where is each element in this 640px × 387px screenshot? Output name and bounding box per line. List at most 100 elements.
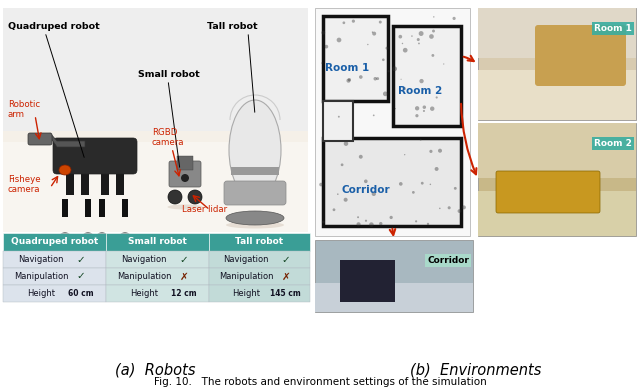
- Ellipse shape: [168, 204, 202, 209]
- Circle shape: [423, 110, 425, 112]
- Circle shape: [344, 198, 348, 202]
- Circle shape: [322, 221, 324, 223]
- Text: Corridor: Corridor: [341, 185, 390, 195]
- FancyBboxPatch shape: [535, 25, 626, 86]
- Circle shape: [462, 205, 466, 209]
- Circle shape: [420, 139, 422, 140]
- Ellipse shape: [83, 233, 93, 238]
- FancyBboxPatch shape: [3, 268, 106, 285]
- Text: Quadruped robot: Quadruped robot: [8, 22, 100, 31]
- Text: 60 cm: 60 cm: [68, 289, 94, 298]
- Circle shape: [401, 79, 402, 80]
- Circle shape: [346, 79, 351, 83]
- Circle shape: [431, 54, 435, 57]
- Text: Navigation: Navigation: [122, 255, 167, 264]
- Text: ✗: ✗: [282, 272, 290, 281]
- Text: Small robot: Small robot: [138, 70, 200, 79]
- Ellipse shape: [226, 221, 284, 228]
- FancyBboxPatch shape: [106, 285, 209, 302]
- Circle shape: [402, 43, 403, 44]
- FancyBboxPatch shape: [478, 191, 636, 236]
- Text: Manipulation: Manipulation: [14, 272, 68, 281]
- FancyBboxPatch shape: [478, 123, 636, 236]
- Circle shape: [429, 183, 431, 185]
- Circle shape: [417, 38, 420, 41]
- Ellipse shape: [59, 165, 71, 175]
- Circle shape: [438, 149, 442, 153]
- Circle shape: [403, 48, 408, 53]
- Circle shape: [340, 163, 344, 166]
- Text: Tall robot: Tall robot: [236, 238, 284, 247]
- Circle shape: [372, 32, 376, 36]
- Circle shape: [422, 105, 426, 109]
- Circle shape: [373, 115, 374, 116]
- Circle shape: [430, 106, 435, 111]
- FancyBboxPatch shape: [231, 167, 279, 175]
- Circle shape: [372, 192, 376, 196]
- Circle shape: [319, 183, 323, 187]
- Circle shape: [356, 222, 360, 226]
- Polygon shape: [50, 133, 85, 147]
- FancyBboxPatch shape: [3, 251, 106, 268]
- Circle shape: [432, 29, 435, 33]
- Text: Corridor: Corridor: [427, 256, 469, 265]
- Text: Room 2: Room 2: [398, 86, 442, 96]
- Circle shape: [429, 150, 433, 153]
- FancyBboxPatch shape: [53, 138, 137, 174]
- FancyBboxPatch shape: [177, 156, 193, 170]
- Ellipse shape: [97, 233, 107, 238]
- FancyBboxPatch shape: [106, 233, 209, 251]
- FancyBboxPatch shape: [209, 285, 310, 302]
- Circle shape: [435, 167, 438, 171]
- Circle shape: [337, 38, 341, 42]
- Circle shape: [399, 35, 402, 39]
- FancyBboxPatch shape: [478, 8, 636, 58]
- FancyBboxPatch shape: [323, 16, 388, 101]
- Text: 145 cm: 145 cm: [270, 289, 301, 298]
- FancyBboxPatch shape: [62, 199, 68, 217]
- FancyBboxPatch shape: [101, 173, 109, 195]
- Circle shape: [390, 216, 393, 219]
- Circle shape: [395, 108, 396, 109]
- Circle shape: [436, 96, 438, 99]
- Circle shape: [372, 31, 373, 33]
- FancyBboxPatch shape: [478, 70, 636, 120]
- Circle shape: [404, 154, 405, 155]
- Text: ✓: ✓: [77, 255, 86, 264]
- Circle shape: [342, 21, 345, 24]
- Circle shape: [352, 20, 355, 23]
- FancyBboxPatch shape: [116, 173, 124, 195]
- Circle shape: [378, 190, 380, 191]
- Circle shape: [419, 79, 424, 83]
- Circle shape: [321, 62, 323, 64]
- Text: Navigation: Navigation: [223, 255, 269, 264]
- Circle shape: [412, 191, 415, 194]
- FancyBboxPatch shape: [224, 181, 286, 205]
- Circle shape: [374, 77, 377, 80]
- Circle shape: [324, 45, 328, 48]
- Circle shape: [460, 122, 461, 123]
- FancyBboxPatch shape: [122, 199, 128, 217]
- Circle shape: [344, 141, 348, 146]
- FancyBboxPatch shape: [393, 26, 461, 126]
- Circle shape: [427, 223, 429, 225]
- Text: Room 1: Room 1: [594, 24, 632, 33]
- Text: ✓: ✓: [180, 255, 189, 264]
- Text: (a)  Robots: (a) Robots: [115, 363, 195, 377]
- Text: Tall robot: Tall robot: [207, 22, 258, 31]
- FancyBboxPatch shape: [3, 8, 308, 232]
- Circle shape: [379, 21, 382, 24]
- Circle shape: [337, 194, 339, 195]
- FancyBboxPatch shape: [3, 142, 308, 232]
- FancyBboxPatch shape: [315, 8, 470, 236]
- FancyBboxPatch shape: [209, 251, 310, 268]
- Circle shape: [364, 180, 367, 183]
- FancyBboxPatch shape: [3, 8, 308, 131]
- Circle shape: [359, 155, 363, 159]
- Text: Manipulation: Manipulation: [117, 272, 172, 281]
- Circle shape: [454, 187, 457, 190]
- Circle shape: [419, 31, 424, 36]
- Circle shape: [333, 208, 335, 211]
- Ellipse shape: [226, 211, 284, 225]
- FancyBboxPatch shape: [66, 173, 74, 195]
